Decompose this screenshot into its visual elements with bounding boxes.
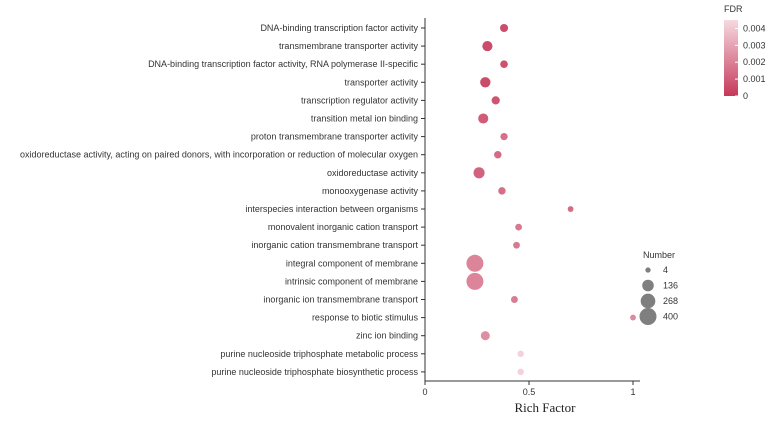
x-axis-title: Rich Factor xyxy=(514,400,576,415)
bubble xyxy=(466,272,484,290)
category-label: DNA-binding transcription factor activit… xyxy=(260,23,418,33)
category-label: DNA-binding transcription factor activit… xyxy=(148,59,418,69)
fdr-tick-label: 0.003 xyxy=(743,40,766,50)
size-legend-circle xyxy=(642,279,654,292)
category-label: transcription regulator activity xyxy=(301,95,419,105)
fdr-tick-label: 0.004 xyxy=(743,23,766,33)
x-axis: 0 0.5 1 xyxy=(422,380,640,397)
category-labels: DNA-binding transcription factor activit… xyxy=(20,23,419,377)
category-label: purine nucleoside triphosphate metabolic… xyxy=(220,349,418,359)
size-legend-circle xyxy=(639,308,657,325)
category-label: interspecies interaction between organis… xyxy=(245,204,418,214)
bubble xyxy=(494,150,502,159)
bubble xyxy=(517,368,524,376)
size-legend-label: 268 xyxy=(663,296,678,306)
category-label: proton transmembrane transporter activit… xyxy=(251,132,419,142)
y-axis xyxy=(421,18,426,381)
bubble xyxy=(466,254,484,272)
number-size-legend: Number 4 136 268 400 xyxy=(639,250,678,325)
fdr-color-legend: FDR 0 0.001 0.002 0.003 0.004 xyxy=(724,4,766,101)
bubble xyxy=(517,350,524,358)
bubble xyxy=(510,296,518,303)
bubble xyxy=(500,132,508,141)
size-legend-label: 136 xyxy=(663,281,678,291)
category-label: inorganic ion transmembrane transport xyxy=(263,295,418,305)
category-label: integral component of membrane xyxy=(286,258,418,268)
bubble xyxy=(473,167,485,179)
size-legend-label: 400 xyxy=(663,312,678,322)
category-label: monovalent inorganic cation transport xyxy=(268,222,419,232)
category-label: transmembrane transporter activity xyxy=(279,41,419,51)
bubble xyxy=(499,23,509,33)
bubble xyxy=(491,96,500,105)
bubble xyxy=(482,41,493,52)
x-tick-label: 1 xyxy=(630,387,635,397)
size-legend-circle xyxy=(645,267,651,273)
category-label: monooxygenase activity xyxy=(322,186,419,196)
bubble xyxy=(480,77,491,88)
bubble xyxy=(500,60,508,69)
bubble xyxy=(515,223,522,231)
bubble xyxy=(630,314,636,321)
fdr-tick-label: 0.001 xyxy=(743,74,766,84)
category-label: zinc ion binding xyxy=(356,331,418,341)
number-legend-title: Number xyxy=(643,250,675,260)
bubble xyxy=(478,113,489,124)
category-label: oxidoreductase activity xyxy=(327,168,419,178)
bubbles xyxy=(466,23,636,376)
bubble xyxy=(513,241,520,249)
x-tick-label: 0 xyxy=(422,387,427,397)
fdr-legend-title: FDR xyxy=(724,4,743,14)
category-label: intrinsic component of membrane xyxy=(285,276,418,286)
fdr-tick-label: 0 xyxy=(743,91,748,101)
category-label: transition metal ion binding xyxy=(311,114,418,124)
size-legend-circle xyxy=(640,293,656,309)
fdr-tick-label: 0.002 xyxy=(743,57,766,67)
size-legend-label: 4 xyxy=(663,265,668,275)
bubble xyxy=(480,331,490,341)
bubble xyxy=(567,206,574,212)
category-label: inorganic cation transmembrane transport xyxy=(251,240,418,250)
category-label: oxidoreductase activity, acting on paire… xyxy=(20,150,418,160)
x-tick-label: 0.5 xyxy=(523,387,536,397)
bubble xyxy=(498,187,506,195)
category-label: purine nucleoside triphosphate biosynthe… xyxy=(211,367,418,377)
category-label: response to biotic stimulus xyxy=(312,313,419,323)
category-label: transporter activity xyxy=(344,77,418,87)
fdr-color-bar xyxy=(724,20,738,96)
